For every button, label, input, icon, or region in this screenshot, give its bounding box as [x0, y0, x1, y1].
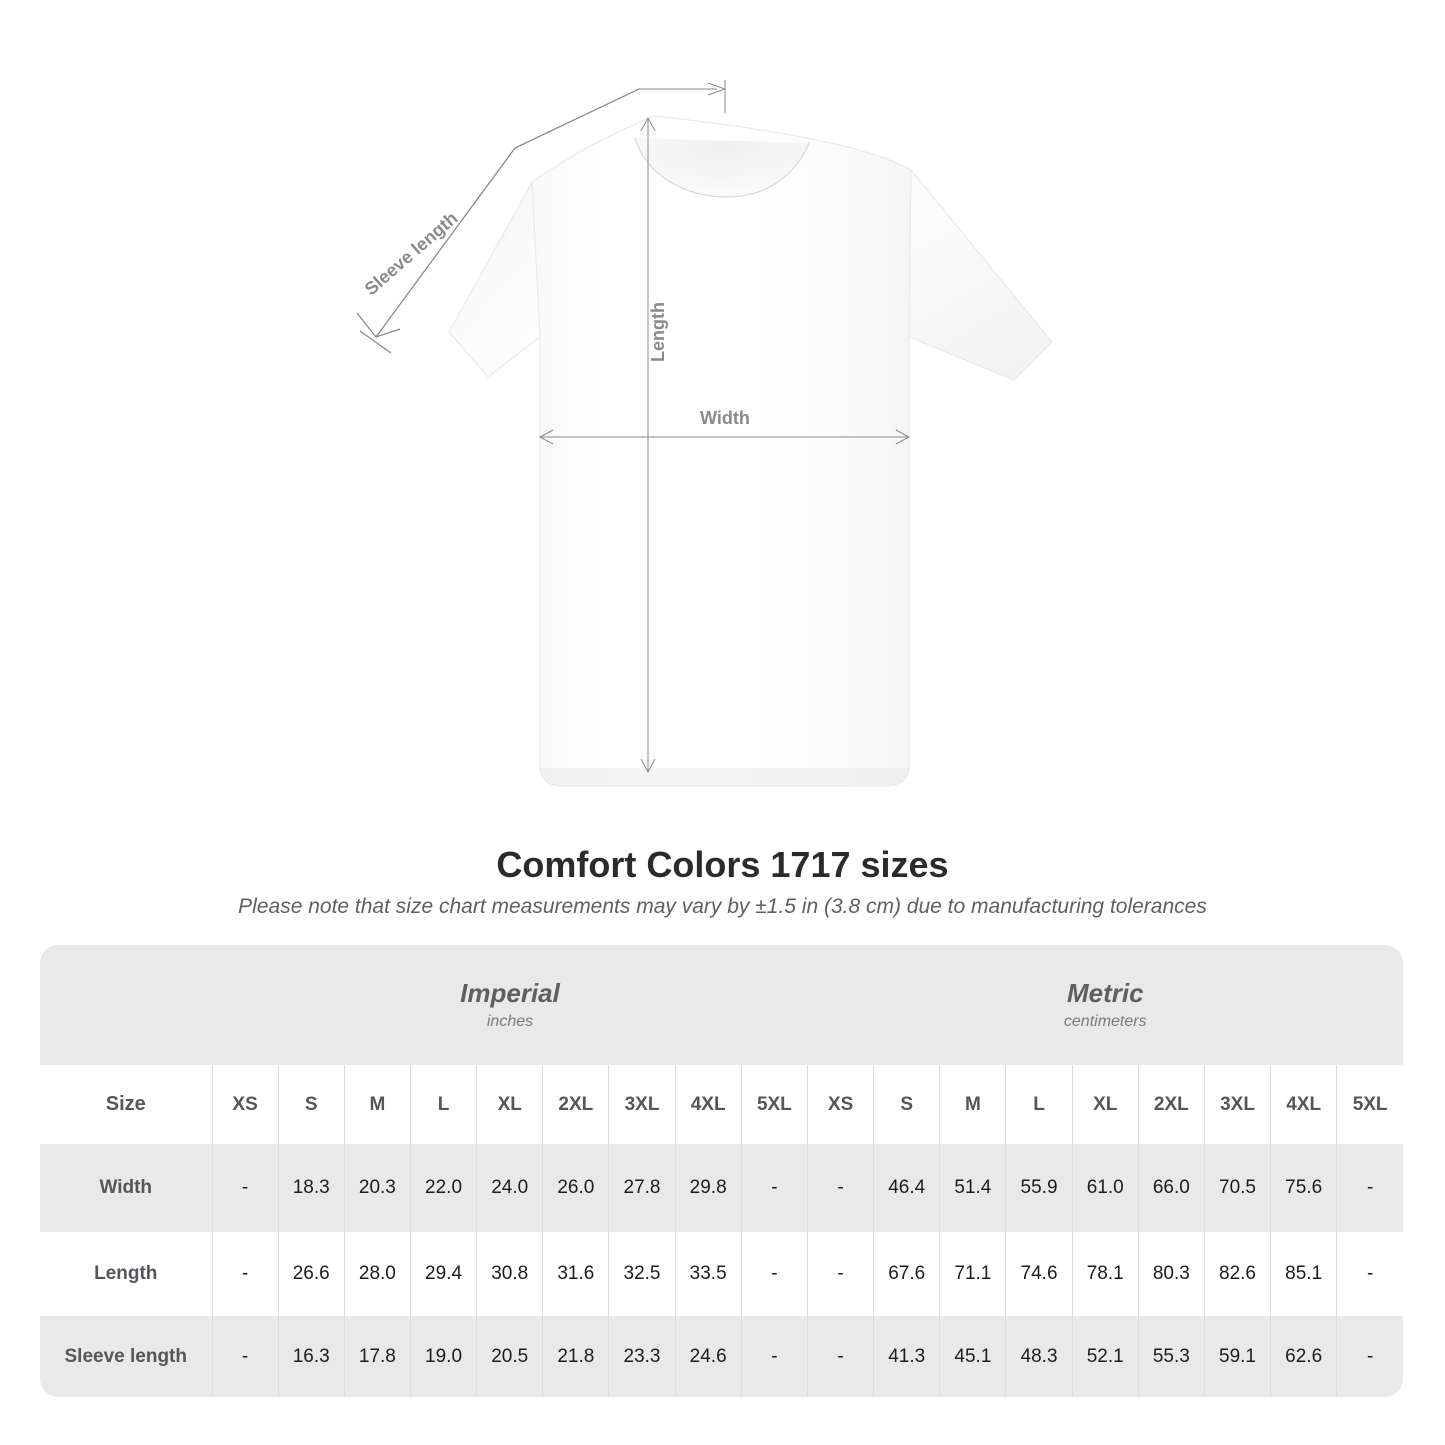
svg-text:Sleeve length: Sleeve length — [361, 208, 462, 299]
svg-text:Width: Width — [700, 408, 750, 428]
svg-text:Length: Length — [648, 302, 668, 362]
